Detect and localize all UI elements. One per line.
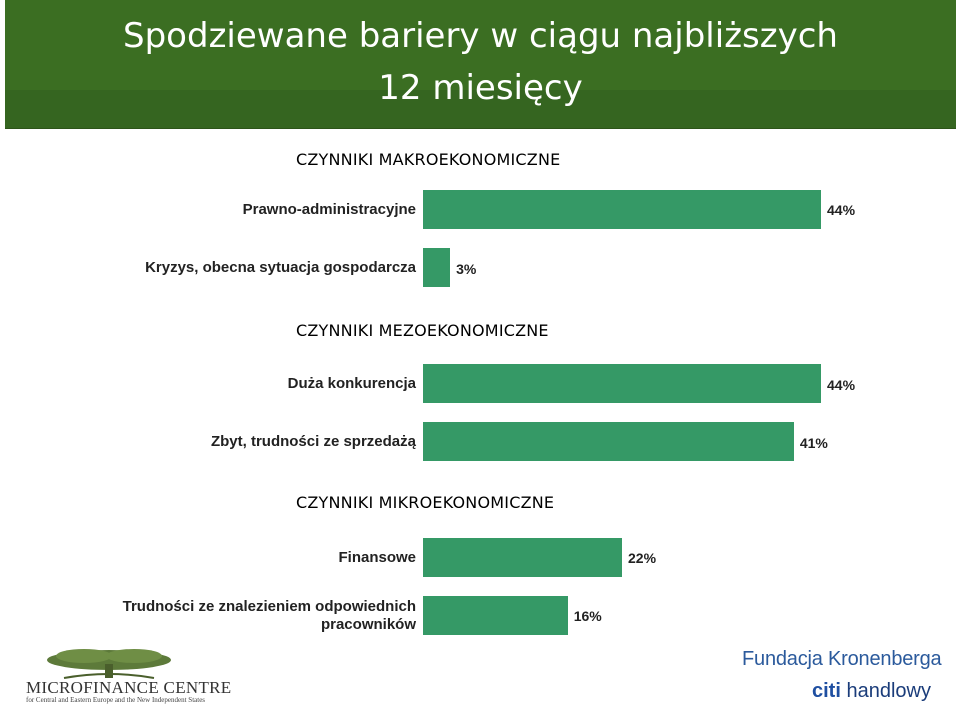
category-label: Finansowe: [338, 549, 416, 566]
category-label: Prawno-administracyjne: [242, 201, 416, 218]
handlowy-logo-text: handlowy: [846, 680, 931, 702]
value-label: 16%: [573, 608, 602, 624]
page-title-line1: Spodziewane bariery w ciągu najbliższych: [123, 16, 838, 56]
bar: [423, 422, 794, 461]
section-title-macro: CZYNNIKI MAKROEKONOMICZNE: [296, 150, 561, 169]
value-label: 44%: [827, 202, 856, 218]
category-label: Duża konkurencja: [287, 375, 416, 392]
value-label: 22%: [628, 550, 657, 566]
header-band: [5, 90, 956, 128]
bar: [423, 190, 821, 229]
bar: [423, 364, 821, 403]
citi-handlowy-logo: citi handlowy: [812, 680, 931, 703]
header-banner: Spodziewane bariery w ciągu najbliższych…: [5, 0, 956, 129]
value-label: 3%: [456, 261, 477, 277]
section-title-micro: CZYNNIKI MIKROEKONOMICZNE: [296, 493, 555, 512]
fundacja-kronenberga-logo-text: Fundacja Kronenberga: [742, 648, 942, 670]
tree-logo-icon: [47, 649, 171, 679]
category-label: Zbyt, trudności ze sprzedażą: [210, 433, 416, 450]
value-label: 44%: [827, 377, 856, 393]
bar: [423, 248, 451, 287]
page-title-line2: 12 miesięcy: [378, 68, 583, 108]
bar: [423, 538, 622, 577]
section-title-meso: CZYNNIKI MEZOEKONOMICZNE: [296, 321, 549, 340]
citi-logo-text: citi: [812, 680, 841, 702]
value-label: 41%: [799, 435, 828, 451]
category-label: Trudności ze znalezieniem odpowiednich p…: [122, 598, 416, 633]
category-label: Kryzys, obecna sytuacja gospodarcza: [145, 259, 416, 276]
microfinance-centre-subtitle: for Central and Eastern Europe and the N…: [26, 696, 206, 704]
bar: [423, 596, 568, 635]
microfinance-centre-logo-text: MICROFINANCE CENTRE: [26, 678, 232, 697]
